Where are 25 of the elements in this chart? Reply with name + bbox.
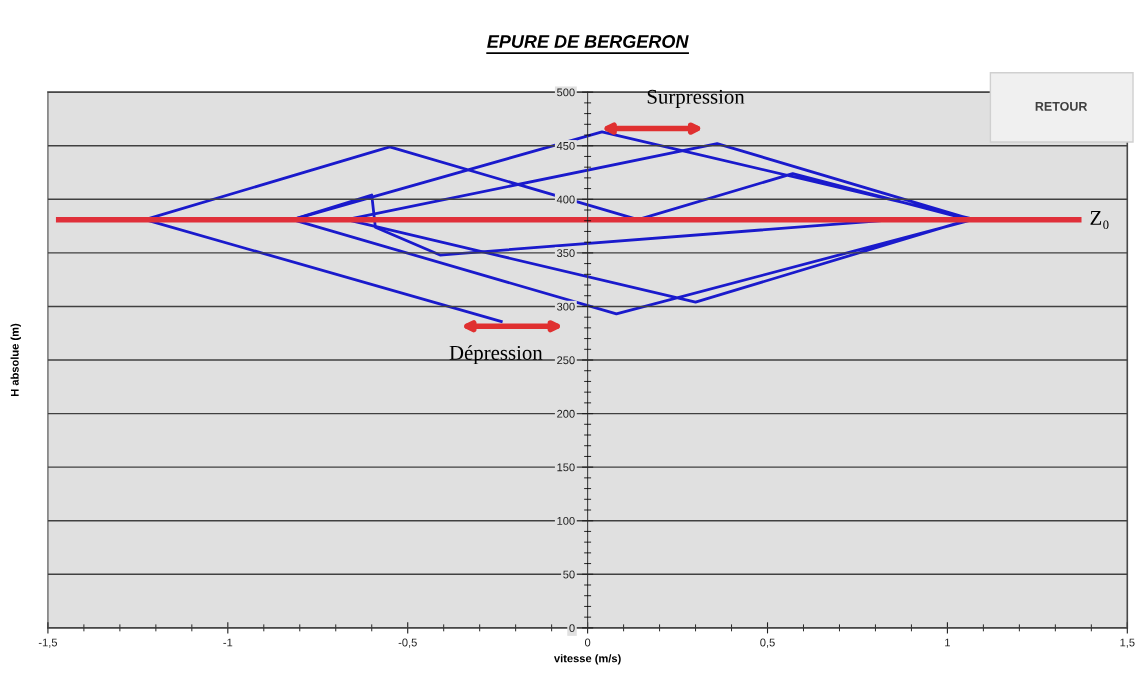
y-tick-label: 150 <box>557 463 575 472</box>
y-tick-label: 50 <box>563 570 575 579</box>
y-tick-label: 500 <box>557 88 575 97</box>
y-tick-label: 450 <box>556 142 575 150</box>
y-axis-title: H absolue (m) <box>10 323 21 396</box>
y-tick-label: 250 <box>557 356 575 365</box>
x-tick-label: -1,5 <box>38 638 58 648</box>
x-tick-label: -1 <box>223 638 233 647</box>
annotation: RETOUR <box>1035 101 1088 111</box>
ref-line-label: Z₀ <box>1090 211 1109 229</box>
chart-title: EPURE DE BERGERON <box>487 35 689 48</box>
x-tick-label: 0 <box>584 638 591 647</box>
y-tick-label: 300 <box>557 302 575 311</box>
y-tick-label: 400 <box>556 195 575 204</box>
x-tick-label: -0,5 <box>398 638 417 648</box>
annotation: Dépression <box>449 345 543 365</box>
x-tick-label: 0,5 <box>760 638 775 648</box>
y-tick-label: 350 <box>557 249 575 258</box>
x-tick-label: 1,5 <box>1120 638 1135 648</box>
x-axis-title: vitesse (m/s) <box>554 654 621 665</box>
y-tick-label: 100 <box>557 516 575 525</box>
annotation: Surpression <box>647 89 745 109</box>
y-tick-label: 200 <box>557 409 575 418</box>
x-tick-label: 1 <box>945 638 950 647</box>
y-tick-label: 0 <box>569 624 575 632</box>
